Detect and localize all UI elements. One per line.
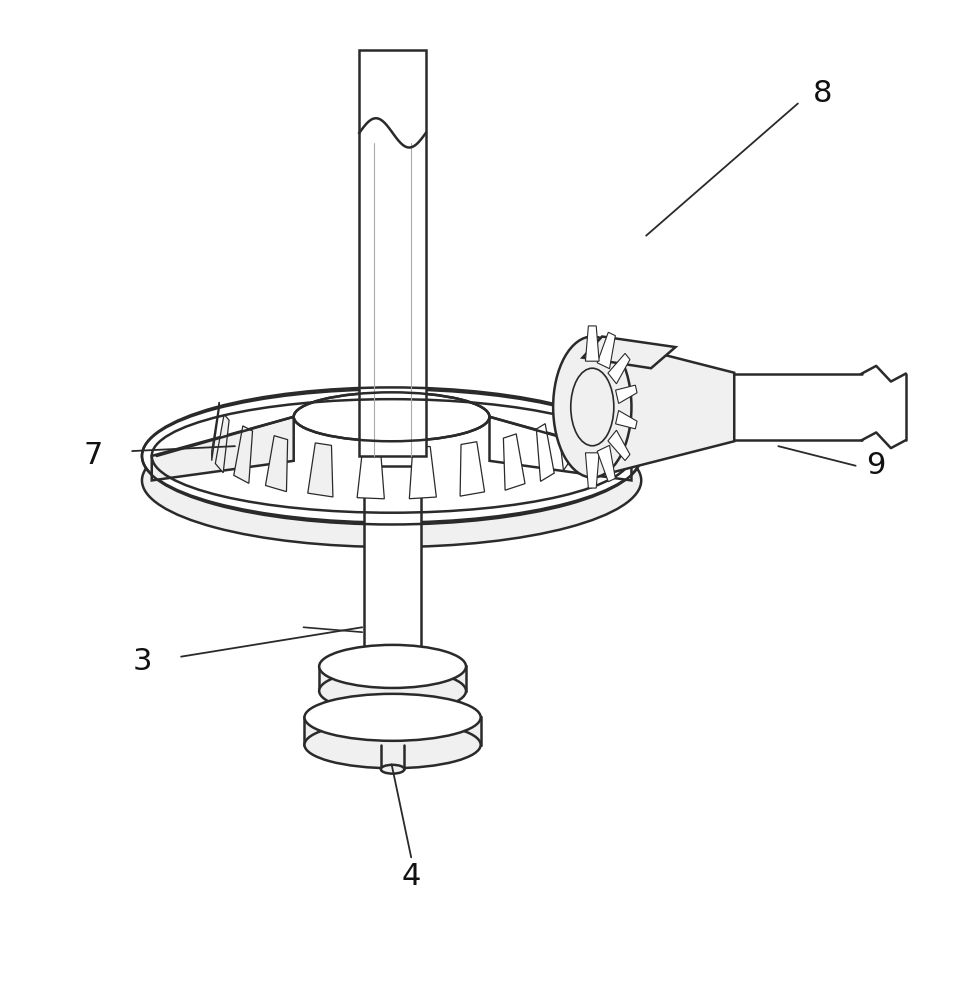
Polygon shape	[319, 666, 466, 691]
Ellipse shape	[293, 392, 489, 441]
Polygon shape	[615, 411, 637, 429]
Ellipse shape	[142, 389, 641, 523]
Polygon shape	[556, 412, 569, 470]
Ellipse shape	[304, 721, 480, 768]
Polygon shape	[597, 332, 615, 369]
Ellipse shape	[553, 337, 631, 477]
Polygon shape	[364, 466, 421, 657]
Polygon shape	[585, 453, 599, 488]
Polygon shape	[582, 337, 675, 368]
Text: 4: 4	[401, 862, 421, 891]
Ellipse shape	[304, 694, 480, 741]
Ellipse shape	[319, 669, 466, 712]
Polygon shape	[215, 414, 229, 473]
Polygon shape	[357, 447, 384, 499]
Polygon shape	[409, 446, 436, 499]
Polygon shape	[607, 353, 629, 384]
Polygon shape	[562, 399, 571, 458]
Polygon shape	[607, 430, 629, 461]
Text: 3: 3	[132, 647, 152, 676]
Text: 8: 8	[812, 79, 831, 108]
Polygon shape	[304, 717, 480, 745]
Ellipse shape	[319, 645, 466, 688]
Ellipse shape	[380, 765, 404, 774]
Polygon shape	[460, 442, 484, 496]
Text: 9: 9	[866, 451, 885, 480]
Text: 7: 7	[83, 441, 103, 470]
Polygon shape	[211, 402, 219, 461]
Polygon shape	[489, 417, 631, 480]
Polygon shape	[615, 385, 637, 403]
Polygon shape	[152, 417, 293, 480]
Polygon shape	[592, 337, 734, 477]
Polygon shape	[597, 445, 615, 482]
Ellipse shape	[142, 414, 641, 547]
Polygon shape	[536, 424, 554, 481]
Polygon shape	[307, 443, 333, 497]
Polygon shape	[503, 434, 524, 490]
Polygon shape	[265, 436, 288, 492]
Polygon shape	[585, 326, 599, 361]
Polygon shape	[234, 426, 252, 483]
Polygon shape	[359, 50, 425, 456]
